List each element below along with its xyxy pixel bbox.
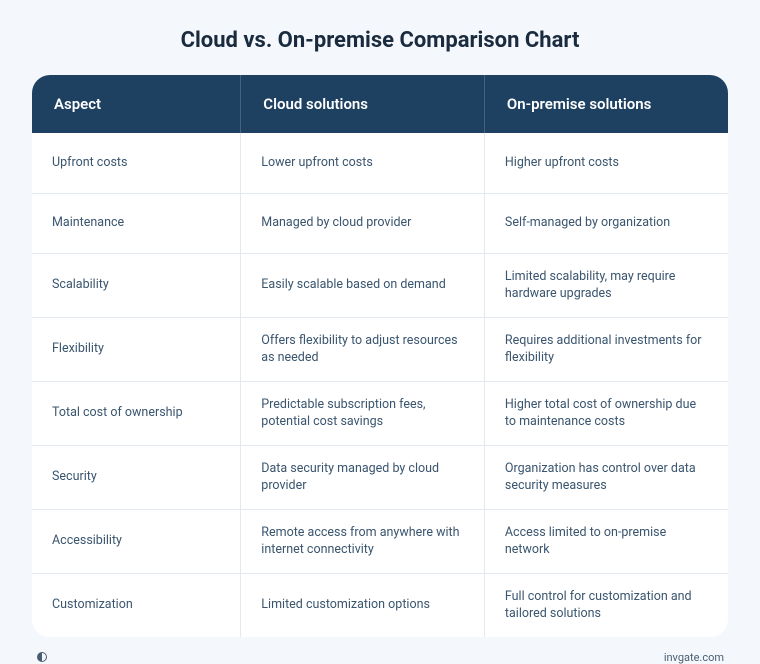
footer-brand-text: invgate.com xyxy=(664,651,724,664)
col-header-aspect: Aspect xyxy=(32,75,241,133)
cell-cloud: Data security managed by cloud provider xyxy=(241,445,485,509)
cell-aspect: Flexibility xyxy=(32,317,241,381)
cell-onprem: Higher upfront costs xyxy=(484,133,728,193)
cell-cloud: Limited customization options xyxy=(241,573,485,637)
table-row: MaintenanceManaged by cloud providerSelf… xyxy=(32,193,728,253)
table-row: ScalabilityEasily scalable based on dema… xyxy=(32,253,728,317)
brand-logo-icon xyxy=(36,651,48,663)
cell-cloud: Easily scalable based on demand xyxy=(241,253,485,317)
cell-aspect: Security xyxy=(32,445,241,509)
cell-cloud: Managed by cloud provider xyxy=(241,193,485,253)
comparison-table-container: Aspect Cloud solutions On-premise soluti… xyxy=(32,75,728,637)
cell-cloud: Offers flexibility to adjust resources a… xyxy=(241,317,485,381)
cell-cloud: Predictable subscription fees, potential… xyxy=(241,381,485,445)
cell-aspect: Total cost of ownership xyxy=(32,381,241,445)
col-header-cloud: Cloud solutions xyxy=(241,75,485,133)
table-row: SecurityData security managed by cloud p… xyxy=(32,445,728,509)
cell-onprem: Requires additional investments for flex… xyxy=(484,317,728,381)
cell-aspect: Accessibility xyxy=(32,509,241,573)
cell-onprem: Limited scalability, may require hardwar… xyxy=(484,253,728,317)
table-row: CustomizationLimited customization optio… xyxy=(32,573,728,637)
cell-onprem: Full control for customization and tailo… xyxy=(484,573,728,637)
cell-aspect: Customization xyxy=(32,573,241,637)
cell-aspect: Maintenance xyxy=(32,193,241,253)
cell-aspect: Scalability xyxy=(32,253,241,317)
cell-onprem: Self-managed by organization xyxy=(484,193,728,253)
cell-cloud: Lower upfront costs xyxy=(241,133,485,193)
cell-cloud: Remote access from anywhere with interne… xyxy=(241,509,485,573)
table-row: Total cost of ownershipPredictable subsc… xyxy=(32,381,728,445)
table-row: AccessibilityRemote access from anywhere… xyxy=(32,509,728,573)
page-title: Cloud vs. On-premise Comparison Chart xyxy=(32,28,728,53)
table-row: Upfront costsLower upfront costsHigher u… xyxy=(32,133,728,193)
comparison-table: Aspect Cloud solutions On-premise soluti… xyxy=(32,75,728,637)
col-header-onprem: On-premise solutions xyxy=(484,75,728,133)
cell-onprem: Access limited to on-premise network xyxy=(484,509,728,573)
cell-onprem: Organization has control over data secur… xyxy=(484,445,728,509)
table-header-row: Aspect Cloud solutions On-premise soluti… xyxy=(32,75,728,133)
table-row: FlexibilityOffers flexibility to adjust … xyxy=(32,317,728,381)
footer: invgate.com xyxy=(32,651,728,664)
cell-onprem: Higher total cost of ownership due to ma… xyxy=(484,381,728,445)
cell-aspect: Upfront costs xyxy=(32,133,241,193)
